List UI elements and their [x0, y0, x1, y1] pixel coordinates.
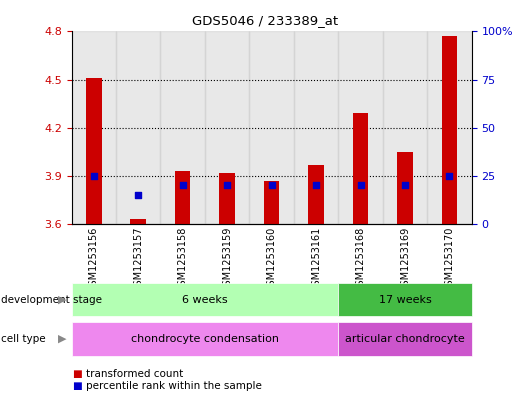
Text: chondrocyte condensation: chondrocyte condensation	[131, 334, 279, 344]
Text: cell type: cell type	[1, 334, 46, 344]
Bar	[264, 181, 279, 224]
Text: articular chondrocyte: articular chondrocyte	[345, 334, 465, 344]
Bar	[130, 219, 146, 224]
Point	[356, 182, 365, 189]
Bar	[175, 171, 190, 224]
Bar	[205, 31, 250, 224]
Text: GDS5046 / 233389_at: GDS5046 / 233389_at	[192, 14, 338, 27]
Point	[312, 182, 320, 189]
Text: ■: ■	[72, 369, 81, 379]
Text: ■: ■	[72, 381, 81, 391]
Point	[267, 182, 276, 189]
Point	[223, 182, 232, 189]
Text: development stage: development stage	[1, 295, 102, 305]
Bar	[86, 78, 102, 224]
Bar	[294, 31, 338, 224]
Text: transformed count: transformed count	[86, 369, 183, 379]
Point	[134, 192, 143, 198]
Bar	[161, 31, 205, 224]
Text: percentile rank within the sample: percentile rank within the sample	[86, 381, 262, 391]
Bar	[353, 113, 368, 224]
Point	[401, 182, 409, 189]
Text: ▶: ▶	[58, 334, 67, 344]
Bar	[72, 31, 116, 224]
Bar	[116, 31, 161, 224]
Bar	[219, 173, 235, 224]
Bar	[441, 36, 457, 224]
Point	[445, 173, 454, 179]
Bar	[338, 31, 383, 224]
Text: 6 weeks: 6 weeks	[182, 295, 228, 305]
Bar	[427, 31, 472, 224]
Point	[90, 173, 98, 179]
Bar	[308, 165, 324, 224]
Text: 17 weeks: 17 weeks	[378, 295, 431, 305]
Bar	[383, 31, 427, 224]
Point	[179, 182, 187, 189]
Text: ▶: ▶	[58, 295, 67, 305]
Bar	[250, 31, 294, 224]
Bar	[397, 152, 413, 224]
